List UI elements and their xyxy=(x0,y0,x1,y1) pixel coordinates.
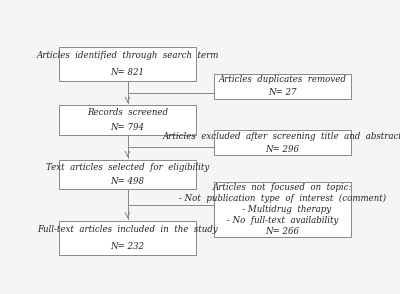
Text: N= 296: N= 296 xyxy=(266,145,300,153)
Text: Records  screened: Records screened xyxy=(87,108,168,117)
Text: - Not  publication  type  of  interest  (comment): - Not publication type of interest (comm… xyxy=(179,194,386,203)
Text: N= 794: N= 794 xyxy=(110,123,144,132)
FancyBboxPatch shape xyxy=(59,221,196,255)
FancyBboxPatch shape xyxy=(59,46,196,81)
Text: - No  full-text  availability: - No full-text availability xyxy=(227,216,338,225)
Text: Articles  duplicates  removed: Articles duplicates removed xyxy=(218,76,346,84)
FancyBboxPatch shape xyxy=(59,106,196,135)
Text: - Multidrug  therapy: - Multidrug therapy xyxy=(234,205,331,214)
Text: Articles  identified  through  search  term: Articles identified through search term xyxy=(36,51,219,60)
FancyBboxPatch shape xyxy=(214,130,351,155)
Text: Articles  excluded  after  screening  title  and  abstract: Articles excluded after screening title … xyxy=(162,132,400,141)
FancyBboxPatch shape xyxy=(59,160,196,189)
FancyBboxPatch shape xyxy=(214,74,351,99)
Text: N= 27: N= 27 xyxy=(268,88,297,97)
Text: Full-text  articles  included  in  the  study: Full-text articles included in the study xyxy=(37,225,218,234)
FancyBboxPatch shape xyxy=(214,182,351,237)
Text: N= 266: N= 266 xyxy=(266,227,300,236)
Text: N= 232: N= 232 xyxy=(110,242,144,251)
Text: N= 498: N= 498 xyxy=(110,177,144,186)
Text: N= 821: N= 821 xyxy=(110,68,144,76)
Text: Articles  not  focused  on  topic:: Articles not focused on topic: xyxy=(213,183,352,192)
Text: Text  articles  selected  for  eligibility: Text articles selected for eligibility xyxy=(46,163,209,172)
